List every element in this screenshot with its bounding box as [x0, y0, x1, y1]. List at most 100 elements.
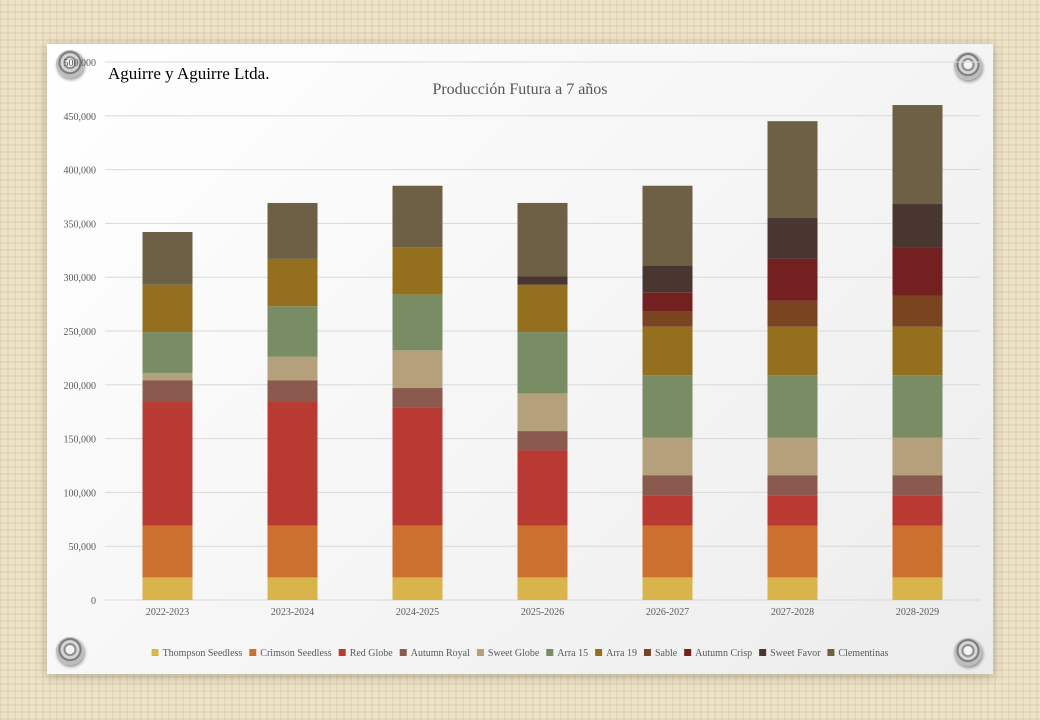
bar-segment — [767, 300, 818, 327]
bar-segment — [392, 525, 443, 578]
x-tick-label: 2025-2026 — [521, 607, 564, 618]
bar-segment — [267, 525, 318, 578]
y-tick-label: 200,000 — [64, 381, 97, 392]
bar-segment — [267, 402, 318, 526]
bar-segment — [642, 475, 693, 496]
legend-swatch — [827, 649, 835, 656]
bar-segment — [892, 475, 943, 496]
bar-segment — [392, 577, 443, 600]
bar-segment — [642, 311, 693, 327]
legend-swatch — [546, 649, 554, 656]
y-tick-label: 50,000 — [69, 542, 97, 553]
legend-label: Sweet Globe — [488, 648, 540, 659]
bar-segment — [142, 525, 193, 578]
legend-label: Sweet Favor — [770, 648, 821, 659]
bar-segment — [642, 495, 693, 526]
bar-segment — [767, 525, 818, 578]
bar-segment — [892, 495, 943, 526]
bar-segment — [517, 393, 568, 432]
bar-segment — [767, 375, 818, 438]
bar-segment — [267, 258, 318, 307]
bar-segment — [767, 495, 818, 526]
bar-segment — [892, 437, 943, 476]
bar-segment — [142, 332, 193, 373]
bar-segment — [142, 284, 193, 333]
bar-segment — [642, 326, 693, 376]
y-tick-label: 0 — [91, 596, 96, 607]
legend-swatch — [338, 649, 346, 656]
bar-segment — [767, 577, 818, 600]
bar-segment — [267, 202, 318, 259]
legend-swatch — [759, 649, 767, 656]
legend-swatch — [249, 649, 257, 656]
x-tick-label: 2026-2027 — [646, 607, 689, 618]
legend-swatch — [684, 649, 692, 656]
legend-label: Red Globe — [350, 648, 394, 659]
bar-segment — [892, 375, 943, 438]
x-tick-label: 2022-2023 — [146, 607, 189, 618]
bar-segment — [392, 294, 443, 351]
legend-label: Arra 19 — [606, 648, 637, 659]
bar-segment — [642, 185, 693, 266]
bar-segment — [517, 525, 568, 578]
bar-segment — [142, 372, 193, 381]
x-tick-label: 2024-2025 — [396, 607, 439, 618]
bar-segment — [392, 388, 443, 408]
y-tick-label: 500,000 — [64, 58, 97, 69]
legend-label: Autumn Crisp — [695, 648, 752, 659]
bar-segment — [517, 202, 568, 277]
legend-label: Sable — [655, 648, 678, 659]
bar-segment — [267, 380, 318, 403]
bar-segment — [142, 380, 193, 403]
company-name: Aguirre y Aguirre Ltda. — [108, 64, 270, 83]
bar-segment — [517, 431, 568, 451]
legend-swatch — [476, 649, 484, 656]
bar-segment — [392, 247, 443, 295]
bar-segment — [767, 258, 818, 301]
bar-segment — [642, 292, 693, 312]
bar-segment — [767, 218, 818, 259]
bar-segment — [392, 185, 443, 248]
chart-title: Producción Futura a 7 años — [432, 81, 607, 98]
x-axis-ticks: 2022-2023 2023-2024 2024-2025 2025-2026 2026… — [146, 607, 939, 618]
bar-segment — [892, 247, 943, 296]
bar-segment — [267, 577, 318, 600]
legend-label: Arra 15 — [557, 648, 588, 659]
bar-segment — [892, 295, 943, 327]
bar-segment — [267, 356, 318, 381]
y-tick-label: 150,000 — [64, 435, 97, 446]
bar-segment — [767, 475, 818, 496]
bar-segment — [517, 284, 568, 333]
bar-segment — [892, 326, 943, 376]
bar-segment — [642, 525, 693, 578]
bar-segment — [892, 577, 943, 600]
bar-segment — [267, 306, 318, 357]
bar-segment — [767, 121, 818, 219]
y-axis-ticks: 0 50,000 100,000 150,000 200,000 250,000 300,0… — [64, 58, 97, 607]
y-tick-label: 450,000 — [64, 112, 97, 123]
y-tick-label: 300,000 — [64, 273, 97, 284]
bar-segment — [517, 450, 568, 526]
bar-segment — [892, 525, 943, 578]
legend-swatch — [151, 649, 159, 656]
x-tick-label: 2028-2029 — [896, 607, 939, 618]
bar-segment — [892, 204, 943, 248]
bar-segment — [767, 437, 818, 476]
bar-segment — [642, 577, 693, 600]
bar-segment — [142, 402, 193, 526]
bar-segment — [142, 232, 193, 285]
pin-icon — [56, 637, 84, 665]
bar-segment — [392, 407, 443, 526]
bars — [142, 105, 943, 600]
bar-segment — [767, 326, 818, 376]
x-tick-label: 2023-2024 — [271, 607, 314, 618]
y-tick-label: 100,000 — [64, 488, 97, 499]
bar-segment — [642, 437, 693, 476]
legend-swatch — [399, 649, 407, 656]
pin-icon — [56, 50, 84, 78]
legend-label: Crimson Seedless — [260, 648, 331, 659]
bar-segment — [642, 375, 693, 438]
bar-segment — [517, 577, 568, 600]
bar-segment — [892, 105, 943, 205]
